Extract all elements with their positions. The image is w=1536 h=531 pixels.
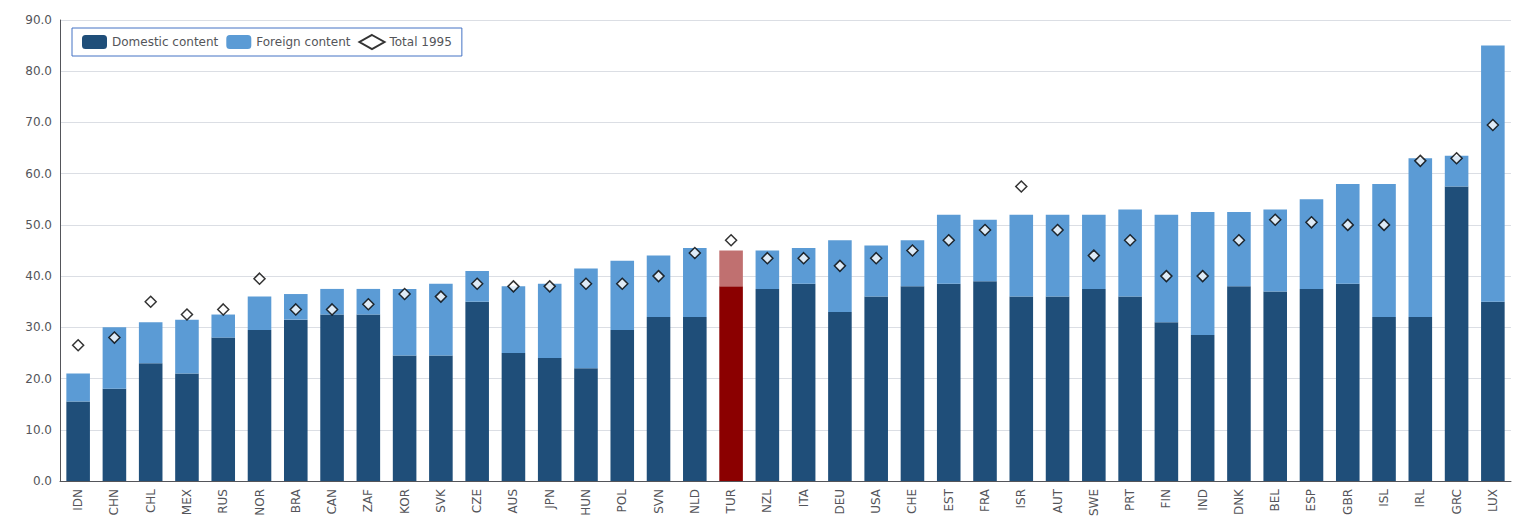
svg-text:MEX: MEX xyxy=(180,489,194,515)
svg-text:Total 1995: Total 1995 xyxy=(388,35,451,49)
svg-text:50.0: 50.0 xyxy=(25,218,52,232)
svg-text:40.0: 40.0 xyxy=(25,269,52,283)
svg-text:DEU: DEU xyxy=(833,489,847,515)
svg-text:EST: EST xyxy=(942,488,956,511)
svg-text:USA: USA xyxy=(869,488,883,514)
svg-text:SVK: SVK xyxy=(434,488,448,513)
svg-text:20.0: 20.0 xyxy=(25,372,52,386)
svg-text:FIN: FIN xyxy=(1159,489,1173,508)
svg-text:ISR: ISR xyxy=(1014,489,1028,509)
svg-text:FRA: FRA xyxy=(978,488,992,512)
svg-text:10.0: 10.0 xyxy=(25,423,52,437)
svg-text:ITA: ITA xyxy=(797,488,811,507)
svg-text:NZL: NZL xyxy=(760,489,774,513)
svg-text:AUT: AUT xyxy=(1051,488,1065,513)
svg-text:IND: IND xyxy=(1196,489,1210,511)
svg-text:GBR: GBR xyxy=(1341,489,1355,515)
svg-text:AUS: AUS xyxy=(506,489,520,514)
svg-text:PRT: PRT xyxy=(1123,488,1137,511)
svg-text:90.0: 90.0 xyxy=(25,13,52,27)
svg-text:TUR: TUR xyxy=(724,489,738,514)
svg-text:DNK: DNK xyxy=(1232,488,1246,515)
svg-text:CHL: CHL xyxy=(144,489,158,513)
svg-text:GRC: GRC xyxy=(1450,489,1464,514)
svg-text:Foreign content: Foreign content xyxy=(256,35,350,49)
svg-text:IRL: IRL xyxy=(1413,489,1427,508)
svg-text:KOR: KOR xyxy=(398,489,412,514)
svg-text:NLD: NLD xyxy=(688,489,702,514)
svg-text:0.0: 0.0 xyxy=(33,474,52,488)
svg-text:NOR: NOR xyxy=(253,489,267,516)
svg-text:Domestic content: Domestic content xyxy=(112,35,219,49)
svg-text:ISL: ISL xyxy=(1377,489,1391,507)
svg-text:ESP: ESP xyxy=(1304,489,1318,511)
svg-text:IDN: IDN xyxy=(71,489,85,511)
svg-text:SWE: SWE xyxy=(1087,489,1101,516)
svg-text:CHN: CHN xyxy=(107,489,121,515)
svg-text:JPN: JPN xyxy=(543,489,557,510)
svg-text:RUS: RUS xyxy=(216,489,230,514)
svg-text:LUX: LUX xyxy=(1486,489,1500,512)
svg-text:CAN: CAN xyxy=(325,489,339,515)
svg-text:CZE: CZE xyxy=(470,489,484,513)
svg-text:30.0: 30.0 xyxy=(25,320,52,334)
svg-text:BRA: BRA xyxy=(289,488,303,513)
svg-text:CHE: CHE xyxy=(905,489,919,514)
svg-text:70.0: 70.0 xyxy=(25,115,52,129)
svg-text:BEL: BEL xyxy=(1268,489,1282,512)
svg-text:SVN: SVN xyxy=(652,489,666,514)
svg-text:ZAF: ZAF xyxy=(361,489,375,512)
svg-text:60.0: 60.0 xyxy=(25,167,52,181)
svg-text:HUN: HUN xyxy=(579,489,593,516)
svg-text:80.0: 80.0 xyxy=(25,64,52,78)
svg-text:POL: POL xyxy=(615,489,629,513)
